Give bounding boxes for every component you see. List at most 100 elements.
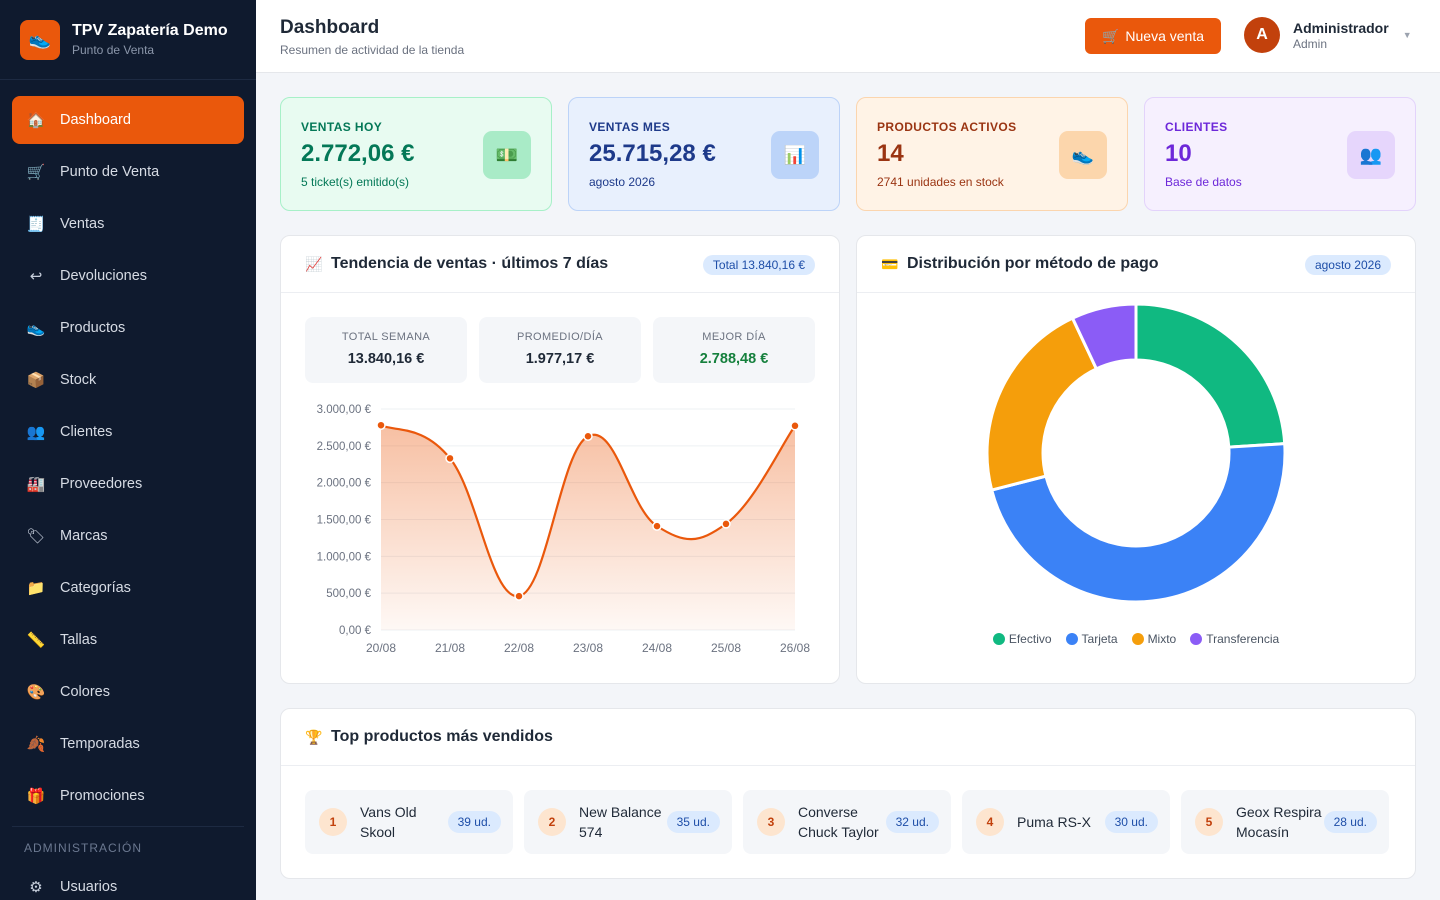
sidebar-item-label: Ventas (60, 216, 105, 232)
gear-icon: ⚙ (29, 879, 43, 896)
summary-value: 13.840,16 € (347, 351, 425, 367)
payment-distribution-title: Distribución por método de pago (907, 255, 1159, 272)
sales-trend-title: Tendencia de ventas · últimos 7 días (331, 255, 609, 272)
summary-label: PROMEDIO/DÍA (516, 331, 604, 343)
sidebar-item-categorías[interactable]: 📁 Categorías (12, 564, 244, 612)
product-name: Converse Chuck Taylor (798, 804, 879, 840)
ruler-icon: 📏 (26, 632, 46, 649)
legend-item[interactable]: Transferencia (1190, 632, 1279, 646)
top-products-title: Top productos más vendidos (331, 728, 553, 745)
donut-slice-tarjeta[interactable] (989, 442, 1287, 604)
x-tick-label: 22/08 (504, 641, 534, 655)
palette-icon: 🎨 (26, 684, 46, 701)
top-product-item[interactable]: 1 Vans Old Skool 39 ud. (305, 790, 513, 854)
sidebar-item-ventas[interactable]: 🧾 Ventas (12, 200, 244, 248)
shoe-icon: 👟 (1059, 131, 1107, 179)
cart-icon: 🛒 (1101, 27, 1120, 44)
x-tick-label: 24/08 (642, 641, 672, 655)
sidebar-item-temporadas[interactable]: 🍂 Temporadas (12, 720, 244, 768)
y-tick-label: 0,00 € (339, 625, 372, 637)
sidebar-item-label: Usuarios (60, 879, 118, 895)
sidebar-item-label: Stock (60, 372, 97, 388)
user-menu[interactable]: A Administrador Admin ▼ (1244, 17, 1412, 53)
shoe-logo-icon: 👟 (20, 19, 60, 60)
sidebar-item-usuarios[interactable]: ⚙ Usuarios (12, 863, 244, 900)
sidebar-item-clientes[interactable]: 👥 Clientes (12, 408, 244, 456)
sidebar-item-tallas[interactable]: 📏 Tallas (12, 616, 244, 664)
legend-item[interactable]: Tarjeta (1065, 632, 1118, 646)
y-tick-label: 2.500,00 € (317, 441, 372, 453)
product-name: New Balance 574 (579, 804, 662, 840)
sidebar-item-label: Punto de Venta (60, 164, 160, 180)
donut-slice-mixto[interactable] (985, 316, 1099, 492)
factory-icon: 🏭 (26, 476, 46, 493)
stat-value: 2.772,06 € (301, 140, 415, 167)
sidebar-item-dashboard[interactable]: 🏠 Dashboard (12, 96, 244, 144)
trend-chart-icon: 📈 (305, 255, 323, 272)
sidebar-item-label: Tallas (60, 632, 98, 648)
legend-swatch (1190, 633, 1203, 645)
sidebar-item-promociones[interactable]: 🎁 Promociones (12, 772, 244, 820)
sidebar-item-punto-de-venta[interactable]: 🛒 Punto de Venta (12, 148, 244, 196)
sales-point[interactable] (583, 431, 593, 442)
units-badge: 39 ud. (447, 811, 501, 833)
top-product-item[interactable]: 2 New Balance 574 35 ud. (524, 790, 732, 854)
sales-point[interactable] (514, 591, 524, 601)
sidebar-item-label: Devoluciones (60, 268, 148, 284)
y-tick-label: 500,00 € (326, 588, 371, 600)
trend-summary-card: PROMEDIO/DÍA 1.977,17 € (479, 317, 641, 383)
summary-value: 1.977,17 € (525, 351, 595, 367)
sales-trend-chart: 3.000,00 € 2.500,00 € 2.000,00 € 1.500,00 €… (317, 404, 811, 655)
trend-summary-card: MEJOR DÍA 2.788,48 € (653, 317, 815, 383)
cash-icon: 💵 (483, 131, 531, 179)
tag-icon: 🏷 (26, 528, 46, 545)
legend-swatch (1131, 633, 1144, 645)
stat-value: 14 (877, 140, 904, 167)
legend-label: Efectivo (1008, 632, 1052, 646)
sidebar-item-label: Proveedores (60, 476, 143, 492)
sidebar-item-devoluciones[interactable]: ↩ Devoluciones (12, 252, 244, 300)
sales-point[interactable] (376, 420, 386, 430)
sales-point[interactable] (721, 519, 731, 529)
credit-card-icon: 💳 (881, 255, 899, 272)
page-subtitle: Resumen de actividad de la tienda (280, 43, 465, 57)
receipt-icon: 🧾 (26, 216, 46, 233)
sidebar-item-label: Colores (60, 684, 110, 700)
legend-item[interactable]: Mixto (1131, 632, 1176, 646)
sidebar-item-stock[interactable]: 📦 Stock (12, 356, 244, 404)
sidebar-item-label: Temporadas (60, 736, 140, 752)
x-tick-label: 21/08 (435, 641, 465, 655)
sidebar-item-label: Dashboard (60, 112, 131, 128)
new-sale-button[interactable]: 🛒 Nueva venta (1085, 18, 1221, 54)
sidebar-nav: 🏠 Dashboard 🛒 Punto de Venta 🧾 Ventas ↩ Devoluc… (0, 80, 256, 900)
rank-badge: 1 (319, 808, 347, 836)
units-badge: 30 ud. (1104, 811, 1158, 833)
sales-point[interactable] (652, 521, 662, 531)
sidebar-item-label: Promociones (60, 788, 145, 804)
legend-item[interactable]: Efectivo (992, 632, 1052, 646)
sales-point[interactable] (790, 421, 800, 431)
sidebar-divider (12, 826, 244, 827)
top-product-item[interactable]: 5 Geox Respira Mocasín 28 ud. (1181, 790, 1389, 854)
legend-swatch (1065, 633, 1078, 645)
summary-value: 2.788,48 € (699, 351, 769, 367)
trend-summary-card: TOTAL SEMANA 13.840,16 € (305, 317, 467, 383)
donut-slice-transferencia[interactable] (1070, 302, 1138, 371)
sales-point[interactable] (445, 453, 455, 464)
y-tick-label: 2.000,00 € (317, 478, 372, 490)
stat-value: 10 (1165, 140, 1192, 167)
sidebar-item-label: Productos (60, 320, 126, 336)
payment-legend: Efectivo Tarjeta Mixto Transferencia (857, 632, 1415, 646)
sidebar-item-marcas[interactable]: 🏷 Marcas (12, 512, 244, 560)
stat-label: VENTAS MES (589, 120, 671, 134)
top-header: Dashboard Resumen de actividad de la tie… (256, 0, 1440, 73)
sidebar-item-productos[interactable]: 👟 Productos (12, 304, 244, 352)
box-icon: 📦 (26, 372, 46, 389)
sidebar-item-colores[interactable]: 🎨 Colores (12, 668, 244, 716)
payment-distribution-panel: 💳 Distribución por método de pago agosto… (856, 235, 1416, 684)
top-product-item[interactable]: 4 Puma RS-X 30 ud. (962, 790, 1170, 854)
donut-slice-efectivo[interactable] (1134, 302, 1287, 449)
sidebar-item-proveedores[interactable]: 🏭 Proveedores (12, 460, 244, 508)
top-product-item[interactable]: 3 Converse Chuck Taylor 32 ud. (743, 790, 951, 854)
rank-badge: 3 (757, 808, 785, 836)
